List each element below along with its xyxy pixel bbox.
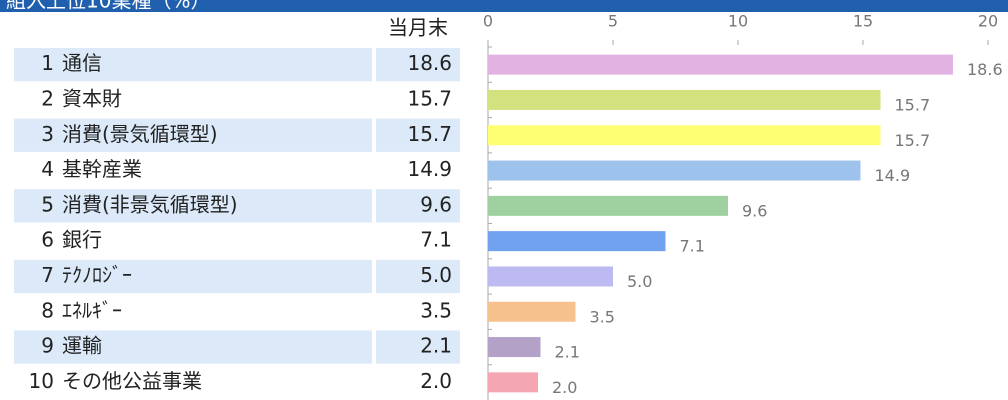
value-text: 2.1 (420, 334, 452, 358)
value-text: 14.9 (407, 157, 452, 181)
value-cell (376, 259, 460, 294)
x-tick-label: 0 (483, 12, 493, 31)
rank: 5 (41, 192, 54, 216)
category-label: 通信 (62, 51, 102, 75)
rank: 1 (41, 51, 54, 75)
name-cell (14, 83, 372, 117)
value-text: 2.0 (420, 369, 452, 393)
x-tick-label: 15 (853, 12, 873, 31)
name-cell (14, 224, 372, 258)
bar-label: 9.6 (742, 201, 767, 220)
bar (488, 231, 666, 252)
value-text: 15.7 (407, 122, 452, 146)
value-cell (376, 153, 460, 188)
name-cell (14, 153, 372, 188)
bar-label: 7.1 (680, 237, 705, 256)
bar-label: 15.7 (895, 131, 931, 150)
category-label: 基幹産業 (62, 157, 142, 181)
value-cell (376, 118, 460, 152)
rank: 7 (41, 263, 54, 287)
value-cell (376, 189, 460, 223)
value-text: 3.5 (420, 298, 452, 322)
x-tick-label: 10 (728, 12, 748, 31)
value-text: 9.6 (420, 192, 452, 216)
bar-label: 14.9 (875, 166, 911, 185)
category-label: 消費(景気循環型) (62, 122, 218, 146)
bar-label: 3.5 (590, 307, 615, 326)
rank: 3 (41, 122, 54, 146)
title-bar (0, 0, 1008, 12)
rank: 10 (29, 369, 54, 393)
category-label: 運輸 (62, 334, 102, 358)
bar (488, 301, 576, 322)
rank: 6 (41, 228, 54, 252)
bar (488, 160, 861, 181)
bar (488, 89, 881, 110)
category-label: その他公益事業 (62, 369, 202, 393)
category-label: 銀行 (62, 228, 102, 252)
bar (488, 372, 538, 393)
rank: 4 (41, 157, 54, 181)
chart-title: 組入上位10業種（%） (6, 0, 210, 13)
bar-label: 15.7 (895, 95, 931, 114)
rank: 9 (41, 334, 54, 358)
bar (488, 266, 613, 287)
name-cell (14, 48, 372, 82)
name-cell (14, 259, 372, 294)
rank: 2 (41, 86, 54, 110)
value-text: 18.6 (407, 51, 452, 75)
x-tick-label: 20 (978, 12, 998, 31)
rank: 8 (41, 298, 54, 322)
name-cell (14, 330, 372, 364)
value-cell (376, 365, 460, 399)
value-text: 15.7 (407, 86, 452, 110)
bar-label: 5.0 (627, 272, 652, 291)
name-cell (14, 118, 372, 152)
value-text: 5.0 (420, 263, 452, 287)
bar (488, 125, 881, 146)
value-text: 7.1 (420, 228, 452, 252)
bar-label: 2.0 (552, 378, 577, 397)
column-header: 当月末 (388, 16, 448, 40)
value-cell (376, 295, 460, 329)
category-label: 資本財 (62, 86, 122, 110)
value-cell (376, 224, 460, 258)
value-cell (376, 48, 460, 82)
name-cell (14, 295, 372, 329)
bar (488, 54, 953, 75)
category-label: ｴﾈﾙｷﾞｰ (62, 298, 122, 322)
name-cell (14, 189, 372, 223)
category-label: 消費(非景気循環型) (62, 192, 238, 216)
x-tick-label: 5 (608, 12, 618, 31)
bar (488, 337, 541, 358)
value-cell (376, 330, 460, 364)
bar (488, 195, 728, 216)
name-cell (14, 365, 372, 399)
value-cell (376, 83, 460, 117)
bar-label: 2.1 (555, 343, 580, 362)
bar-label: 18.6 (967, 60, 1003, 79)
category-label: ﾃｸﾉﾛｼﾞｰ (62, 263, 132, 287)
